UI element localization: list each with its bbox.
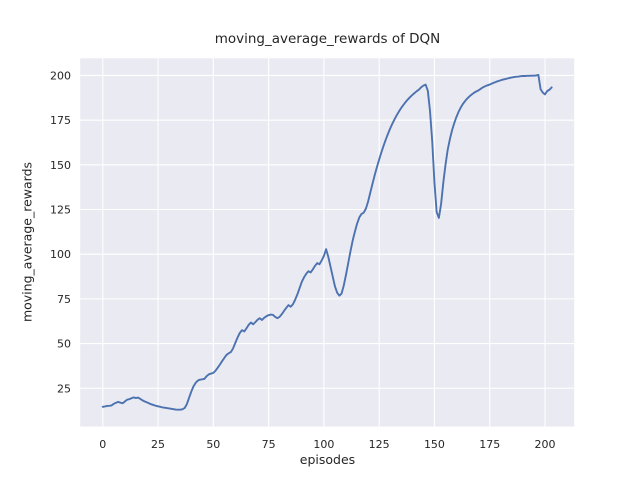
x-tick-label: 75 <box>262 438 276 451</box>
y-tick-label: 150 <box>50 159 71 172</box>
series-line <box>101 73 553 411</box>
x-tick-label: 200 <box>535 438 556 451</box>
y-tick-label: 175 <box>50 114 71 127</box>
y-tick-label: 50 <box>57 338 71 351</box>
x-tick-label: 150 <box>424 438 445 451</box>
y-tick-label: 100 <box>50 248 71 261</box>
x-tick-label: 50 <box>206 438 220 451</box>
x-tick-label: 25 <box>151 438 165 451</box>
plot-area <box>80 58 575 427</box>
chart-title: moving_average_rewards of DQN <box>214 31 441 47</box>
y-tick-label: 25 <box>57 382 71 395</box>
y-tick-label: 200 <box>50 69 71 82</box>
x-tick-label: 100 <box>313 438 334 451</box>
y-tick-label: 75 <box>57 293 71 306</box>
y-axis-label-text: moving_average_rewards <box>19 161 35 323</box>
y-tick-label: 125 <box>50 204 71 217</box>
x-tick-label: 0 <box>99 438 106 451</box>
x-axis-label: episodes <box>299 452 356 467</box>
x-tick-label: 125 <box>369 438 390 451</box>
tick-labels: 0 25 50 75 100 125 150 175 200 25 50 75 100 125 150 175… <box>50 69 556 451</box>
x-tick-label: 175 <box>479 438 500 451</box>
